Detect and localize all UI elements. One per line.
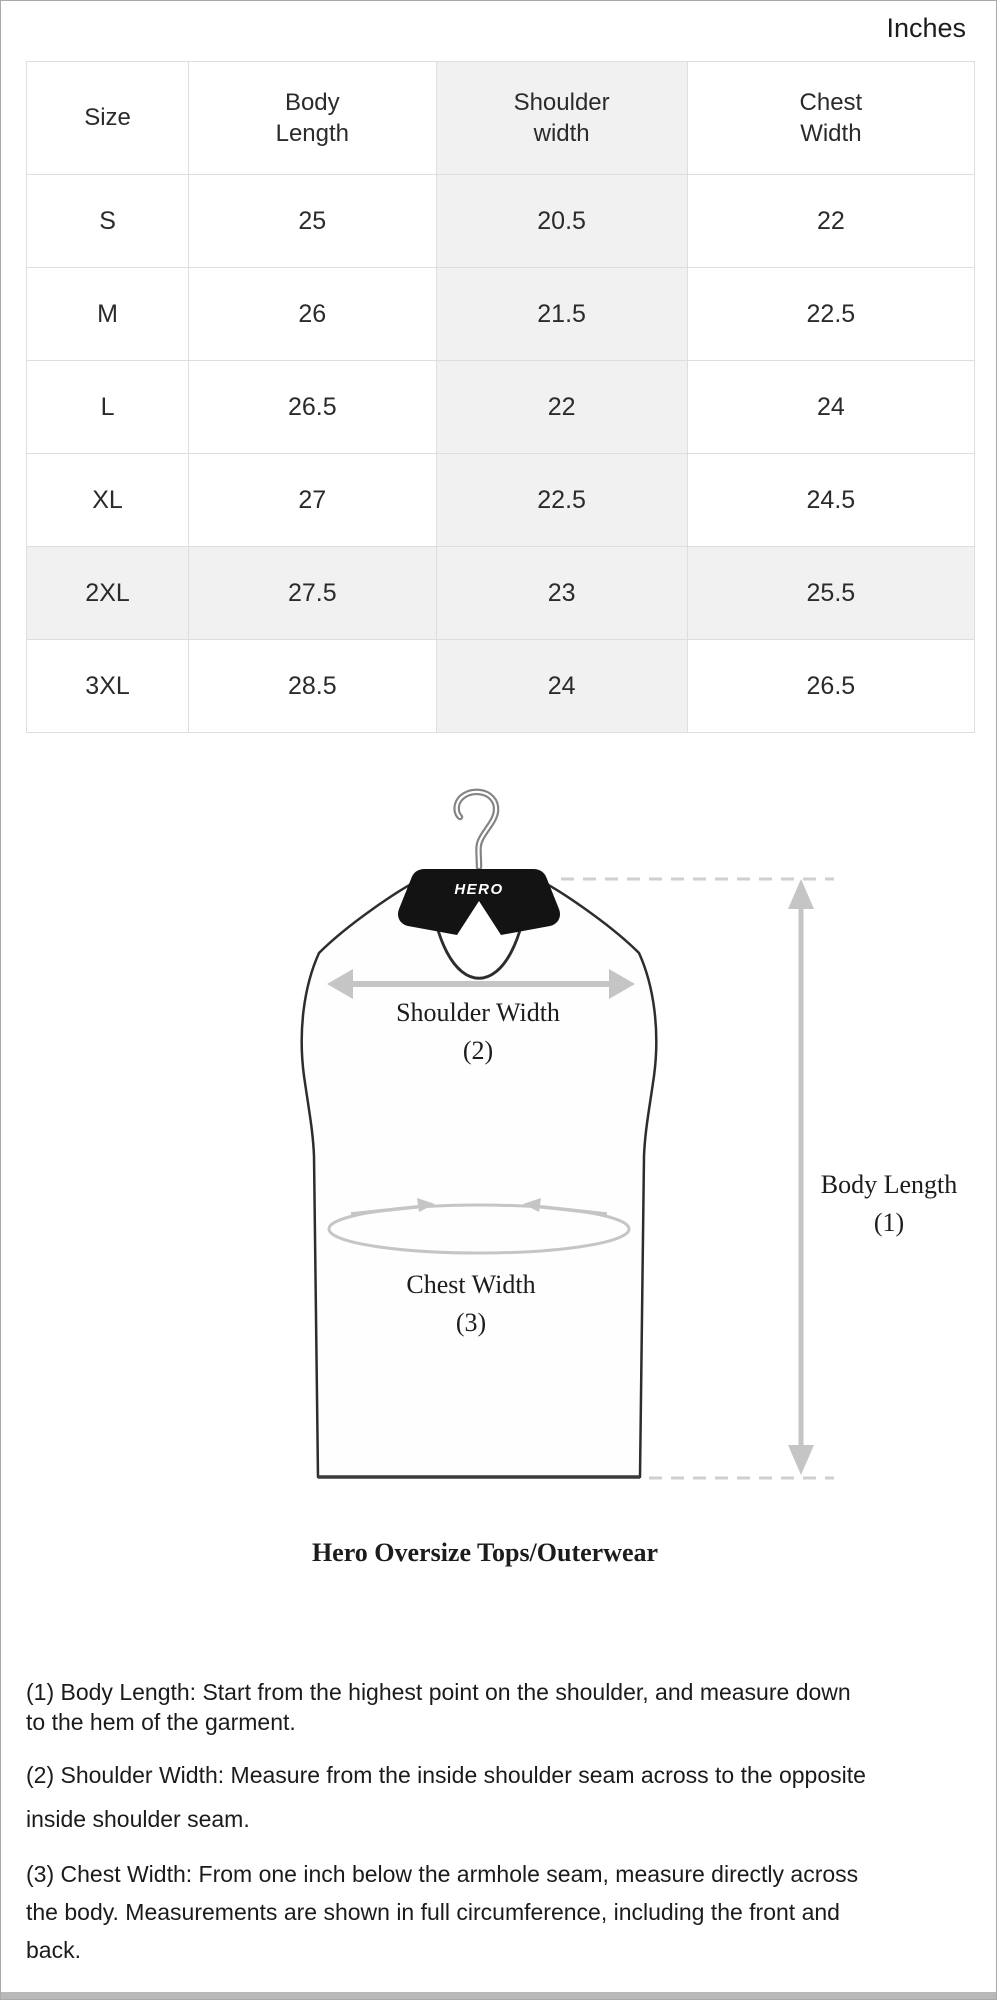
size-cell: L	[25, 360, 190, 454]
table-row: M 26 21.5 22.5	[25, 267, 976, 361]
size-table: Size Body Length Shoulder width Chest Width…	[25, 61, 976, 733]
value-cell: 24.5	[686, 453, 976, 547]
column-header: Shoulder width	[435, 61, 688, 175]
body-length-label: Body Length	[821, 1170, 958, 1199]
value-cell: 23	[435, 546, 688, 640]
shoulder-width-arrow	[327, 969, 635, 999]
hanger-icon: HERO	[398, 869, 560, 935]
value-cell: 20.5	[435, 174, 688, 268]
size-cell: XL	[25, 453, 190, 547]
bottom-bar	[1, 1992, 996, 1999]
size-cell: 2XL	[25, 546, 190, 640]
body-length-ref: (1)	[874, 1208, 904, 1237]
value-cell: 28.5	[188, 639, 437, 733]
value-cell: 22.5	[686, 267, 976, 361]
shoulder-width-ref: (2)	[463, 1036, 493, 1065]
value-cell: 26.5	[188, 360, 437, 454]
chest-ellipse	[327, 1198, 631, 1255]
garment-outline	[300, 873, 658, 1479]
table-row: L 26.5 22 24	[25, 360, 976, 454]
note-body-length: (1) Body Length: Start from the highest …	[26, 1679, 851, 1735]
garment-diagram: HERO Shoulder Width (2) Chest Width (3) …	[300, 788, 958, 1567]
table-row: 3XL 28.5 24 26.5	[25, 639, 976, 733]
table-row: XL 27 22.5 24.5	[25, 453, 976, 547]
value-cell: 24	[435, 639, 688, 733]
value-cell: 22.5	[435, 453, 688, 547]
size-cell: M	[25, 267, 190, 361]
note-chest-width: (3) Chest Width: From one inch below the…	[26, 1861, 859, 1963]
unit-label: Inches	[886, 13, 966, 43]
measurement-notes: (1) Body Length: Start from the highest …	[26, 1677, 978, 1969]
value-cell: 27.5	[188, 546, 437, 640]
table-row: 2XL 27.5 23 25.5	[25, 546, 976, 640]
note-shoulder-width: (2) Shoulder Width: Measure from the ins…	[26, 1762, 866, 1832]
column-header: Body Length	[188, 61, 437, 175]
value-cell: 22	[686, 174, 976, 268]
value-cell: 26	[188, 267, 437, 361]
hanger-hook-icon	[453, 788, 500, 871]
column-header: Size	[25, 61, 190, 175]
value-cell: 26.5	[686, 639, 976, 733]
value-cell: 27	[188, 453, 437, 547]
column-header: Chest Width	[686, 61, 976, 175]
value-cell: 25.5	[686, 546, 976, 640]
shoulder-width-label: Shoulder Width	[396, 998, 560, 1027]
chest-width-ref: (3)	[456, 1308, 486, 1337]
hanger-logo: HERO	[454, 881, 503, 898]
chest-width-label: Chest Width	[406, 1270, 535, 1299]
value-cell: 24	[686, 360, 976, 454]
diagram-caption: Hero Oversize Tops/Outerwear	[312, 1538, 658, 1567]
size-cell: S	[25, 174, 190, 268]
table-row: S 25 20.5 22	[25, 174, 976, 268]
value-cell: 25	[188, 174, 437, 268]
body-length-arrow	[788, 879, 814, 1475]
value-cell: 21.5	[435, 267, 688, 361]
value-cell: 22	[435, 360, 688, 454]
table-header-row: Size Body Length Shoulder width Chest Width	[25, 61, 976, 175]
size-cell: 3XL	[25, 639, 190, 733]
